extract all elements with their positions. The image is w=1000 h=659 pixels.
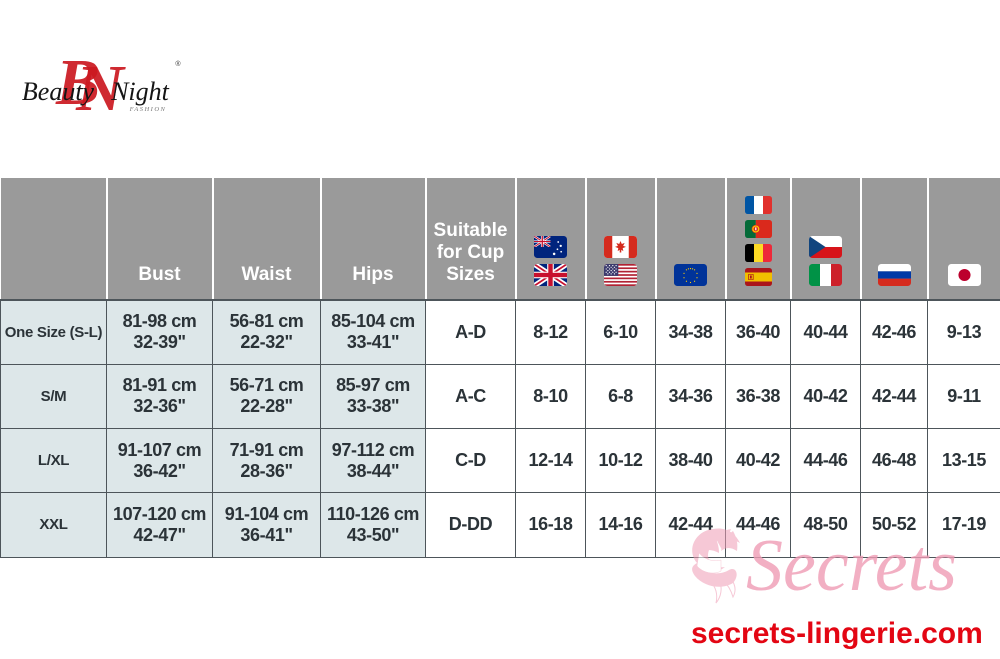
svg-text:Beauty: Beauty <box>22 77 95 106</box>
svg-text:Night: Night <box>110 77 170 106</box>
svg-text:Secrets: Secrets <box>746 525 957 607</box>
svg-text:FASHION: FASHION <box>129 106 167 113</box>
svg-text:®: ® <box>175 60 181 68</box>
